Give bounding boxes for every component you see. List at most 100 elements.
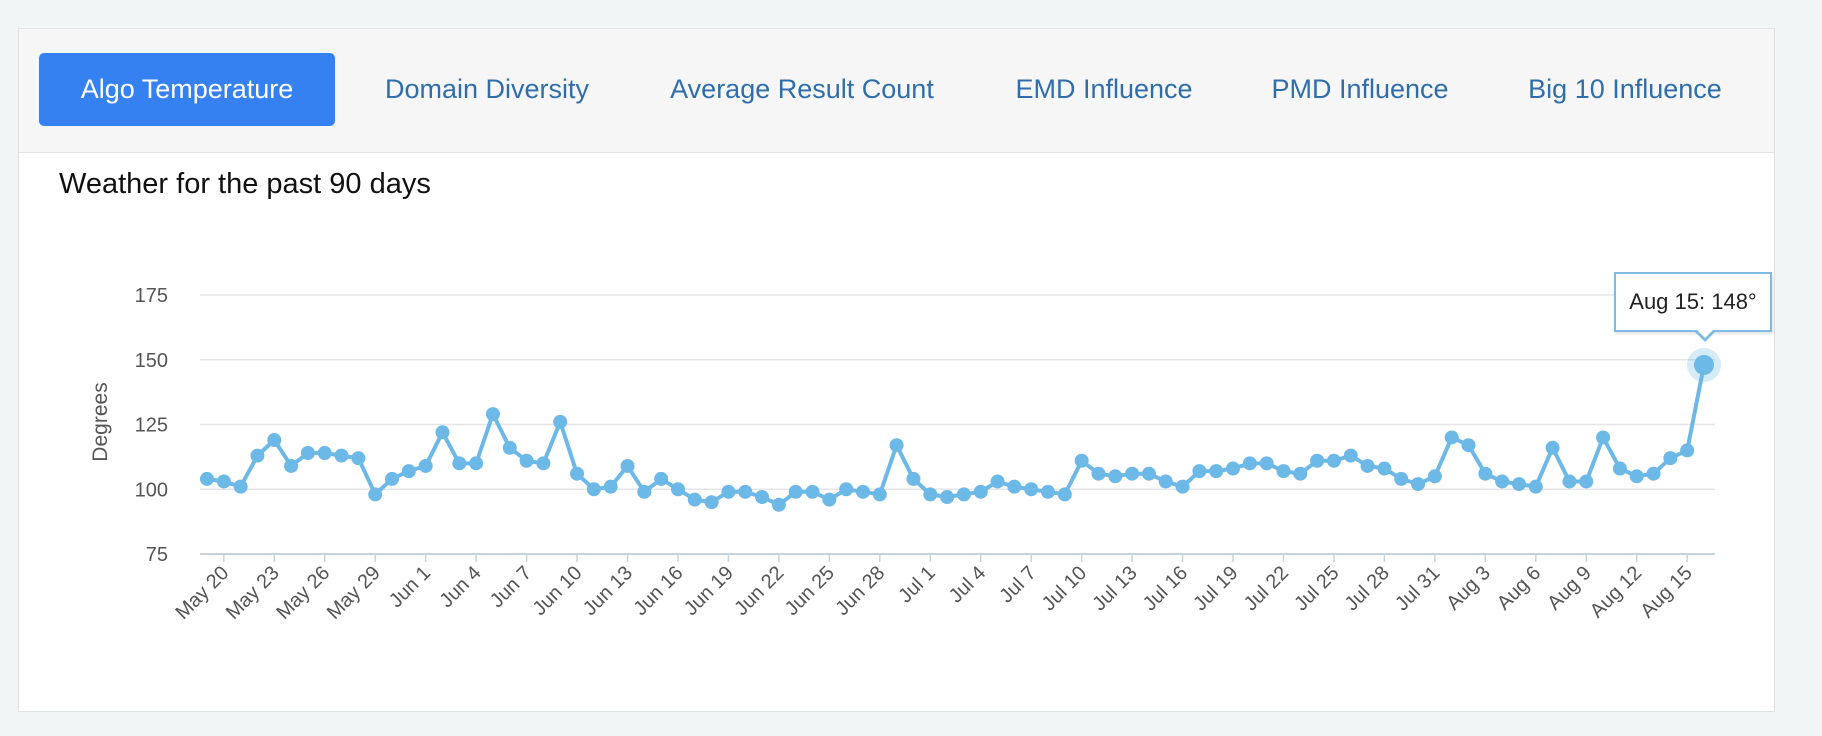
data-point[interactable] (1680, 443, 1695, 458)
data-point[interactable] (1041, 484, 1056, 499)
data-point[interactable] (1511, 477, 1526, 492)
data-point[interactable] (401, 464, 416, 479)
data-point[interactable] (570, 466, 585, 481)
data-point[interactable] (1461, 438, 1476, 453)
data-point[interactable] (1444, 430, 1459, 445)
tab-big-10-influence[interactable]: Big 10 Influence (1528, 74, 1722, 104)
data-point[interactable] (1411, 477, 1426, 492)
tab-domain-diversity[interactable]: Domain Diversity (384, 74, 590, 104)
data-point[interactable] (738, 484, 753, 499)
data-point[interactable] (923, 487, 938, 502)
data-point[interactable] (385, 471, 400, 486)
data-point[interactable] (1091, 466, 1106, 481)
data-point[interactable] (1158, 474, 1173, 489)
data-point[interactable] (1293, 466, 1308, 481)
data-point[interactable] (1175, 479, 1190, 494)
data-point[interactable] (1108, 469, 1123, 484)
data-point[interactable] (435, 425, 450, 440)
data-point[interactable] (1326, 453, 1341, 468)
data-point[interactable] (839, 482, 854, 497)
data-point[interactable] (855, 484, 870, 499)
data-point[interactable] (872, 487, 887, 502)
data-point[interactable] (1495, 474, 1510, 489)
data-point[interactable] (956, 487, 971, 502)
highlighted-data-point[interactable] (1694, 354, 1714, 375)
data-point[interactable] (368, 487, 383, 502)
data-point[interactable] (1141, 466, 1156, 481)
data-point[interactable] (1242, 456, 1257, 471)
data-point[interactable] (1478, 466, 1493, 481)
data-point[interactable] (452, 456, 467, 471)
data-point[interactable] (553, 414, 568, 429)
data-point[interactable] (469, 456, 484, 471)
data-point[interactable] (418, 458, 433, 473)
data-point[interactable] (1310, 453, 1325, 468)
data-point[interactable] (603, 479, 618, 494)
data-point[interactable] (200, 471, 214, 486)
data-point[interactable] (805, 484, 820, 499)
data-point[interactable] (351, 451, 366, 466)
data-point[interactable] (1646, 466, 1661, 481)
data-point[interactable] (687, 492, 702, 507)
data-point[interactable] (654, 471, 669, 486)
tab-algo-temperature[interactable]: Algo Temperature (39, 53, 335, 126)
data-point[interactable] (1226, 461, 1241, 476)
data-point[interactable] (1377, 461, 1392, 476)
data-point[interactable] (284, 458, 299, 473)
data-point[interactable] (1545, 440, 1560, 455)
data-point[interactable] (1663, 451, 1678, 466)
tab-average-result-count[interactable]: Average Result Count (670, 74, 934, 104)
data-point[interactable] (1562, 474, 1577, 489)
data-point[interactable] (586, 482, 601, 497)
tab-bar: Algo Temperature Domain Diversity Averag… (19, 29, 1774, 153)
data-point[interactable] (637, 484, 652, 499)
data-point[interactable] (1427, 469, 1442, 484)
data-point[interactable] (1579, 474, 1594, 489)
x-tick-label: Jul 25 (1290, 562, 1343, 615)
data-point[interactable] (1360, 458, 1375, 473)
data-point[interactable] (1209, 464, 1224, 479)
data-point[interactable] (788, 484, 803, 499)
data-point[interactable] (267, 433, 282, 448)
data-point[interactable] (822, 492, 837, 507)
data-point[interactable] (1528, 479, 1543, 494)
data-point[interactable] (771, 497, 786, 512)
data-point[interactable] (216, 474, 231, 489)
data-point[interactable] (940, 490, 955, 505)
data-point[interactable] (1612, 461, 1627, 476)
gridlines (200, 294, 1715, 555)
chart-title: Weather for the past 90 days (59, 168, 431, 200)
data-point[interactable] (990, 474, 1005, 489)
data-point[interactable] (889, 438, 904, 453)
data-point[interactable] (670, 482, 685, 497)
data-point[interactable] (1259, 456, 1274, 471)
data-point[interactable] (704, 495, 719, 510)
data-point[interactable] (755, 490, 770, 505)
data-point[interactable] (620, 458, 635, 473)
tab-pmd-influence[interactable]: PMD Influence (1271, 74, 1449, 104)
data-point[interactable] (906, 471, 921, 486)
data-point[interactable] (1007, 479, 1022, 494)
data-point[interactable] (1629, 469, 1644, 484)
tab-emd-influence[interactable]: EMD Influence (1015, 74, 1193, 104)
data-point[interactable] (1125, 466, 1140, 481)
data-point[interactable] (1343, 448, 1358, 463)
data-point[interactable] (300, 445, 315, 460)
data-point[interactable] (1394, 471, 1409, 486)
data-point[interactable] (1276, 464, 1291, 479)
data-point[interactable] (1074, 453, 1089, 468)
data-point[interactable] (536, 456, 551, 471)
data-point[interactable] (1057, 487, 1072, 502)
data-point[interactable] (485, 407, 500, 422)
data-point[interactable] (1192, 464, 1207, 479)
data-point[interactable] (250, 448, 265, 463)
data-point[interactable] (233, 479, 248, 494)
data-point[interactable] (721, 484, 736, 499)
data-point[interactable] (1596, 430, 1611, 445)
data-point[interactable] (502, 440, 517, 455)
data-point[interactable] (317, 445, 332, 460)
data-point[interactable] (519, 453, 534, 468)
data-point[interactable] (1024, 482, 1039, 497)
data-point[interactable] (334, 448, 349, 463)
data-point[interactable] (973, 484, 988, 499)
